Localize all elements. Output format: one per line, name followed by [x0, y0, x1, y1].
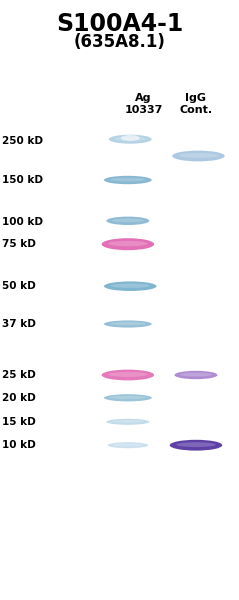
Ellipse shape: [180, 373, 212, 376]
Ellipse shape: [106, 217, 149, 225]
Ellipse shape: [106, 419, 149, 425]
Ellipse shape: [113, 443, 143, 446]
Text: 50 kD: 50 kD: [2, 281, 36, 291]
Text: 250 kD: 250 kD: [2, 136, 43, 146]
Ellipse shape: [104, 394, 152, 401]
Text: 150 kD: 150 kD: [2, 175, 43, 185]
Ellipse shape: [172, 151, 225, 161]
Ellipse shape: [174, 371, 217, 379]
Ellipse shape: [104, 320, 152, 328]
Ellipse shape: [104, 176, 152, 184]
Text: 37 kD: 37 kD: [2, 319, 36, 329]
Ellipse shape: [110, 322, 146, 325]
Text: IgG
Cont.: IgG Cont.: [179, 93, 212, 115]
Text: 10 kD: 10 kD: [2, 440, 36, 450]
Ellipse shape: [109, 134, 152, 143]
Ellipse shape: [104, 281, 157, 291]
Ellipse shape: [108, 372, 147, 377]
Ellipse shape: [108, 442, 148, 448]
Ellipse shape: [110, 178, 146, 181]
Text: S100A4-1: S100A4-1: [56, 12, 183, 36]
Ellipse shape: [121, 135, 140, 141]
Text: 20 kD: 20 kD: [2, 393, 36, 403]
Ellipse shape: [179, 153, 218, 158]
Ellipse shape: [102, 370, 154, 380]
Ellipse shape: [102, 238, 154, 250]
Text: (635A8.1): (635A8.1): [74, 33, 165, 51]
Text: 100 kD: 100 kD: [2, 217, 43, 227]
Ellipse shape: [114, 137, 146, 141]
Ellipse shape: [112, 218, 144, 222]
Ellipse shape: [170, 440, 222, 451]
Ellipse shape: [108, 241, 147, 246]
Ellipse shape: [110, 284, 150, 288]
Text: 15 kD: 15 kD: [2, 417, 36, 427]
Text: Ag
10337: Ag 10337: [124, 93, 163, 115]
Text: 75 kD: 75 kD: [2, 239, 36, 249]
Ellipse shape: [176, 442, 216, 447]
Ellipse shape: [110, 396, 146, 399]
Text: 25 kD: 25 kD: [2, 370, 36, 380]
Ellipse shape: [112, 420, 144, 423]
